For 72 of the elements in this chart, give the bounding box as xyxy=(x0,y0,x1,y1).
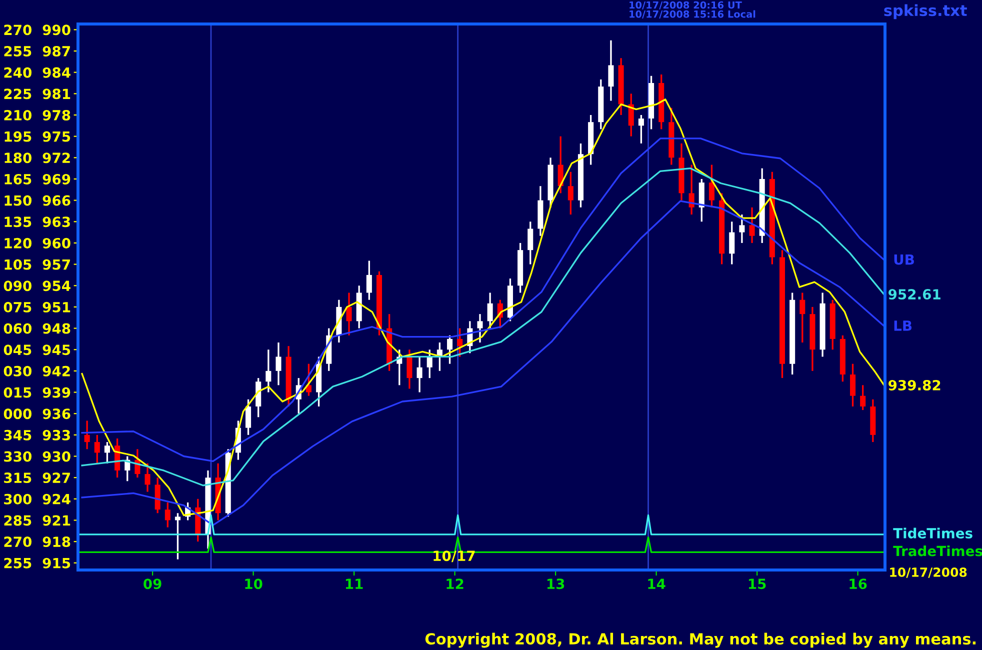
y2-tick-label: 060 xyxy=(4,323,32,334)
y-tick-label: 966 xyxy=(42,195,70,206)
y-tick-label: 948 xyxy=(42,323,70,334)
y-tick-label: 960 xyxy=(42,238,70,248)
text: 10/17/2008 xyxy=(890,567,967,578)
y2-tick-label: 000 xyxy=(4,408,32,420)
y-tick-label: 972 xyxy=(42,152,70,164)
y-tick-label: 942 xyxy=(42,366,70,376)
y-tick-label: 933 xyxy=(42,430,70,440)
y2-tick-label: 225 xyxy=(4,88,32,100)
y-tick-label: 939 xyxy=(42,387,70,398)
annotation: 10/17 xyxy=(434,550,475,562)
y2-tick-label: 165 xyxy=(4,174,32,184)
y2-tick-label: 210 xyxy=(4,110,32,120)
x-tick-label: 16 xyxy=(850,578,867,590)
y-tick-label: 969 xyxy=(42,174,70,184)
y-tick-label: 978 xyxy=(42,110,70,120)
y-tick-label: 918 xyxy=(42,536,70,548)
x-tick-label: 13 xyxy=(547,578,564,590)
x-tick-label: 12 xyxy=(446,578,464,589)
y3-tick-label: 345 xyxy=(4,430,32,440)
x-tick-label: 14 xyxy=(648,578,666,589)
y2-tick-label: 105 xyxy=(4,259,32,270)
y3-tick-label: 285 xyxy=(4,515,32,526)
y-tick-label: 945 xyxy=(42,344,70,356)
series-label: TideTimes xyxy=(893,528,972,538)
annotation: 952.61 xyxy=(888,289,940,300)
y2-tick-label: 030 xyxy=(4,366,32,376)
y-tick-label: 951 xyxy=(42,302,70,312)
series-label: LB xyxy=(894,320,912,331)
y-tick-label: 924 xyxy=(42,494,70,504)
x-tick-label: 09 xyxy=(144,578,162,590)
annotation: 939.82 xyxy=(888,380,940,390)
y-tick-label: 981 xyxy=(42,88,70,100)
y2-tick-label: 150 xyxy=(4,195,32,206)
y-tick-label: 930 xyxy=(42,451,70,462)
y3-tick-label: 300 xyxy=(4,494,32,504)
x-tick-label: 15 xyxy=(748,578,766,590)
y-tick-label: 957 xyxy=(42,259,70,270)
y2-tick-label: 240 xyxy=(4,67,32,78)
text: 10/17/2008 20:16 UT xyxy=(630,1,742,10)
y2-tick-label: 255 xyxy=(4,46,32,56)
y-tick-label: 915 xyxy=(42,558,70,568)
y3-tick-label: 270 xyxy=(4,536,32,548)
series-label: UB xyxy=(894,254,914,265)
y2-tick-label: 075 xyxy=(4,302,32,312)
y-tick-label: 984 xyxy=(42,67,70,78)
x-tick-label: 10 xyxy=(245,578,262,590)
y2-tick-label: 120 xyxy=(4,238,32,248)
y2-tick-label: 195 xyxy=(4,131,32,142)
y3-tick-label: 255 xyxy=(4,558,32,568)
y-tick-label: 963 xyxy=(42,216,70,228)
y-tick-label: 975 xyxy=(42,131,70,142)
y2-tick-label: 015 xyxy=(4,387,32,398)
x-tick-label: 11 xyxy=(346,578,363,589)
y2-tick-label: 270 xyxy=(4,24,32,36)
y-tick-label: 990 xyxy=(42,24,70,36)
y-tick-label: 921 xyxy=(42,515,70,526)
text: 10/17/2008 15:16 Local xyxy=(630,10,756,19)
y2-tick-label: 090 xyxy=(4,280,32,292)
y3-tick-label: 315 xyxy=(4,472,32,484)
y3-tick-label: 330 xyxy=(4,451,32,462)
y2-tick-label: 135 xyxy=(4,216,32,228)
y-tick-label: 936 xyxy=(42,408,70,420)
text: spkiss.txt xyxy=(884,4,967,20)
series-label: TradeTimes xyxy=(893,546,982,556)
y-tick-label: 954 xyxy=(42,280,70,292)
y2-tick-label: 045 xyxy=(4,344,32,356)
y-tick-label: 987 xyxy=(42,46,70,56)
text: Copyright 2008, Dr. Al Larson. May not be copied by any means. xyxy=(425,632,976,648)
y-tick-label: 927 xyxy=(42,472,70,484)
y2-tick-label: 180 xyxy=(4,152,32,164)
